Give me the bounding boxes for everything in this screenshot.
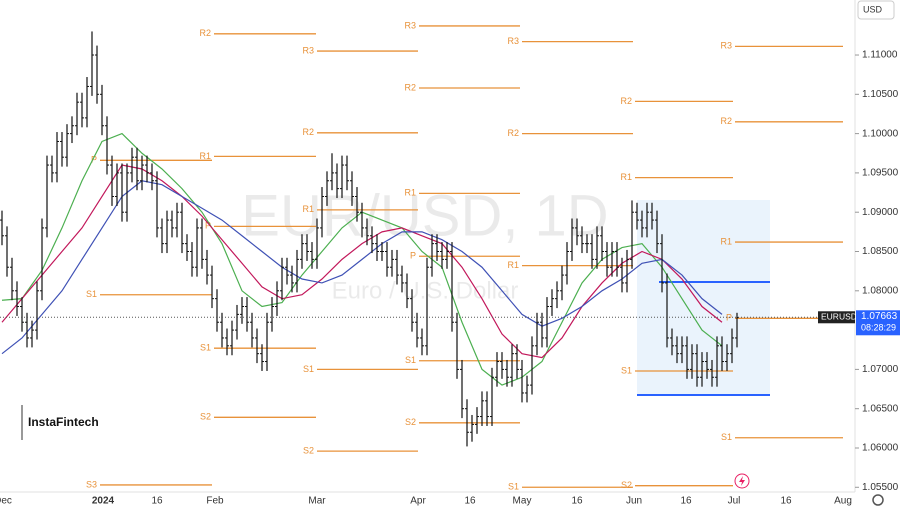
pivot-label: R1 <box>404 188 416 198</box>
volume-profile-box <box>637 200 770 395</box>
x-tick-label: 16 <box>571 496 583 507</box>
plot: P S1 S3 R2 R1 P S1 S2 R3 R2 R1 S1 S2 R3 R2 R1 P S1 S2 R3 R2 R… <box>0 20 843 492</box>
pivot-label: P <box>410 251 416 261</box>
x-tick-label: 16 <box>680 496 692 507</box>
y-tick-label: 1.10000 <box>862 128 899 139</box>
pivot-label: R1 <box>302 204 314 214</box>
y-tick-label: 1.05500 <box>862 482 899 493</box>
brand-logo: InstaFintech <box>21 405 99 440</box>
pivot-label: R2 <box>302 127 314 137</box>
pivot-label: S1 <box>200 343 211 353</box>
x-tick-label: Jul <box>728 496 741 507</box>
settings-icon[interactable] <box>872 494 884 506</box>
y-tick-label: 1.07000 <box>862 364 899 375</box>
pivot-label: R2 <box>404 82 416 92</box>
x-tick-label: Mar <box>308 496 326 507</box>
pivot-label: R2 <box>620 96 632 106</box>
pivot-label: S2 <box>621 480 632 490</box>
pivot-label: P <box>91 155 97 165</box>
y-tick-label: 1.09000 <box>862 207 899 218</box>
pivot-label: S1 <box>405 355 416 365</box>
symbol-badge <box>818 311 855 324</box>
x-tick-label: Aug <box>834 496 852 507</box>
y-tick-label: 1.08000 <box>862 285 899 296</box>
pivot-label: S1 <box>621 365 632 375</box>
events-icon-bolt <box>739 476 745 486</box>
pivot-label: R3 <box>404 20 416 30</box>
price-badge <box>856 310 900 336</box>
pivot-label: R1 <box>720 236 732 246</box>
pivot-label: S1 <box>721 432 732 442</box>
pivot-label: S1 <box>303 364 314 374</box>
x-tick-label: May <box>513 496 532 507</box>
brand-name: InstaFintech <box>28 415 99 429</box>
pivot-label: R2 <box>507 128 519 138</box>
y-tick-label: 1.11000 <box>862 50 898 61</box>
watermark-subtitle: Euro / U.S. Dollar <box>332 277 519 304</box>
symbol-label: EURUSD <box>821 312 857 322</box>
pivot-label: R3 <box>507 36 519 46</box>
x-tick-label: 16 <box>780 496 792 507</box>
x-tick-label: 16 <box>151 496 163 507</box>
pivot-label: S1 <box>86 289 97 299</box>
x-tick-label: Apr <box>410 496 426 507</box>
y-tick-label: 1.09500 <box>862 168 899 179</box>
x-tick-label: Jun <box>626 496 642 507</box>
pivot-label: R2 <box>199 28 211 38</box>
pivot-label: R2 <box>720 116 732 126</box>
x-tick-label: Feb <box>206 496 224 507</box>
y-tick-label: 1.06500 <box>862 403 899 414</box>
pivot-label: R3 <box>720 41 732 51</box>
y-tick-label: 1.08500 <box>862 246 899 257</box>
currency-label[interactable]: USD <box>863 4 883 14</box>
pivot-label: R1 <box>507 260 519 270</box>
pivot-label: S2 <box>303 446 314 456</box>
pivot-label: S2 <box>405 417 416 427</box>
pivot-label: R3 <box>302 45 314 55</box>
pivot-label: P <box>205 221 211 231</box>
x-tick-label: 2024 <box>92 496 115 507</box>
x-tick-label: Dec <box>0 496 12 507</box>
pivot-label: S1 <box>508 482 519 492</box>
y-tick-label: 1.06000 <box>862 443 899 454</box>
pivot-label: S2 <box>200 412 211 422</box>
countdown-label: 08:28:29 <box>861 323 896 333</box>
pivot-label: S3 <box>86 479 97 489</box>
currency-button[interactable] <box>857 0 895 20</box>
pivot-label: R1 <box>199 151 211 161</box>
x-tick-label: 16 <box>464 496 476 507</box>
y-tick-label: 1.10500 <box>862 89 899 100</box>
pivot-label: P <box>726 313 732 323</box>
last-price-label: 1.07663 <box>861 311 898 322</box>
pivot-label: R1 <box>620 172 632 182</box>
